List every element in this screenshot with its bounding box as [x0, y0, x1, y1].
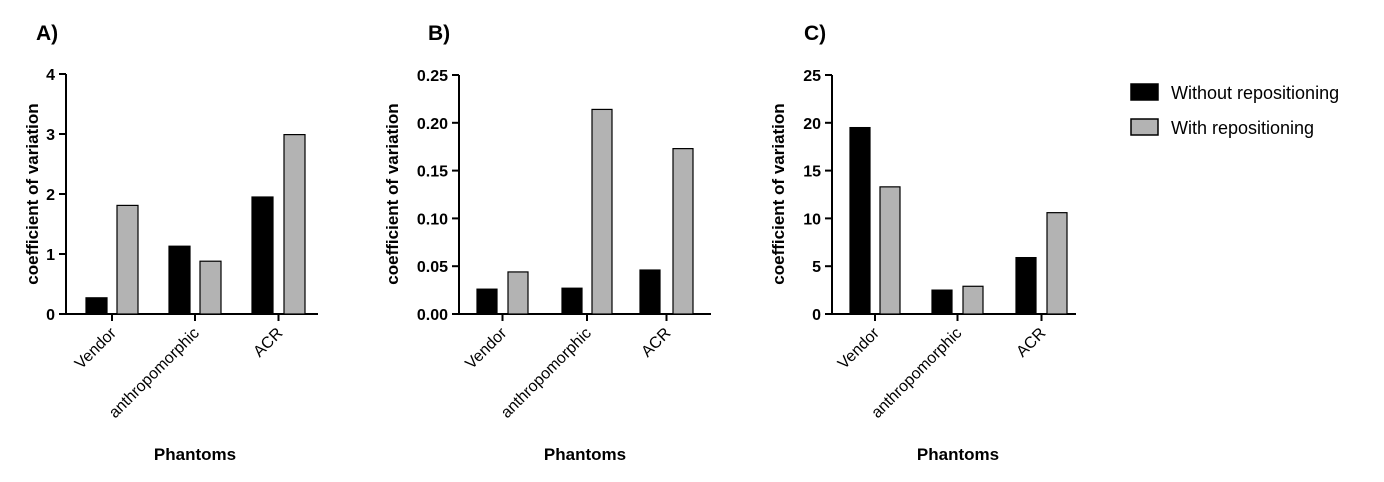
bar-without-repositioning	[476, 288, 498, 315]
y-tick-label: 10	[803, 211, 821, 228]
x-tick-label: ACR	[250, 325, 286, 361]
bar-without-repositioning	[849, 126, 871, 315]
bar-with-repositioning	[962, 285, 984, 315]
x-axis-label-a: Phantoms	[154, 445, 236, 464]
y-tick-label: 15	[803, 164, 821, 181]
x-tick-label: ACR	[638, 325, 674, 361]
y-ticks-a: 0 1 2 3 4	[46, 67, 66, 324]
x-tick-label: anthropomorphic	[106, 325, 203, 422]
bar-with-repositioning	[199, 260, 222, 315]
y-tick-label: 5	[812, 259, 821, 276]
bars-a	[85, 134, 306, 315]
x-tick-label: anthropomorphic	[498, 325, 595, 422]
x-tick-label: Vendor	[462, 324, 510, 372]
x-axis-label-b: Phantoms	[544, 445, 626, 464]
y-ticks-c: 0 5 10 15 20 25	[803, 68, 832, 324]
bar-without-repositioning	[1015, 256, 1037, 315]
y-ticks-b: 0.00 0.05 0.10 0.15 0.20 0.25	[417, 68, 459, 324]
y-tick-label: 0.15	[417, 164, 448, 181]
x-tick-label: ACR	[1013, 325, 1049, 361]
bar-with-repositioning	[672, 148, 694, 315]
bar-without-repositioning	[561, 287, 583, 315]
bar-with-repositioning	[283, 134, 306, 315]
y-tick-label: 0.20	[417, 116, 448, 133]
bar-without-repositioning	[639, 269, 661, 315]
y-tick-label: 0.25	[417, 68, 448, 85]
panel-c: C) coefficient of variation 0 5 10 15 20 25 V…	[769, 22, 1076, 464]
bars-b	[476, 108, 694, 315]
legend: Without repositioning With repositioning	[1130, 83, 1339, 138]
bar-with-repositioning	[591, 108, 613, 315]
y-tick-label: 25	[803, 68, 821, 85]
y-tick-label: 4	[46, 67, 55, 84]
bar-without-repositioning	[251, 196, 274, 315]
bar-without-repositioning	[931, 289, 953, 315]
panel-label-a: A)	[36, 22, 58, 45]
y-tick-label: 0.05	[417, 259, 448, 276]
panel-b: B) coefficient of variation 0.00 0.05 0.10…	[383, 22, 711, 464]
y-axis-label-c: coefficient of variation	[769, 103, 788, 284]
y-tick-label: 0.10	[417, 211, 448, 228]
panel-a: A) coefficient of variation 0 1 2 3 4 Vendor…	[23, 22, 318, 464]
y-axis-label-b: coefficient of variation	[383, 103, 402, 284]
y-tick-label: 0	[46, 307, 55, 324]
y-tick-label: 2	[46, 187, 55, 204]
x-tick-label: Vendor	[835, 324, 883, 372]
x-axis-label-c: Phantoms	[917, 445, 999, 464]
x-tick-label: Vendor	[72, 324, 120, 372]
legend-label-without: Without repositioning	[1171, 83, 1339, 103]
bar-with-repositioning	[1046, 212, 1068, 315]
panel-label-c: C)	[804, 22, 826, 45]
y-tick-label: 3	[46, 127, 55, 144]
y-tick-label: 0.00	[417, 307, 448, 324]
panel-label-b: B)	[428, 22, 450, 45]
y-tick-label: 20	[803, 116, 821, 133]
y-axis-label-a: coefficient of variation	[23, 103, 42, 284]
y-tick-label: 1	[46, 247, 55, 264]
bar-without-repositioning	[168, 245, 191, 315]
bars-c	[849, 126, 1068, 315]
legend-swatch-with	[1130, 118, 1159, 136]
bar-without-repositioning	[85, 297, 108, 315]
bar-with-repositioning	[116, 204, 139, 315]
legend-swatch-without	[1130, 83, 1159, 101]
legend-label-with: With repositioning	[1171, 118, 1314, 138]
x-tick-label: anthropomorphic	[868, 325, 965, 422]
bar-with-repositioning	[507, 271, 529, 315]
bar-with-repositioning	[879, 186, 901, 315]
y-tick-label: 0	[812, 307, 821, 324]
